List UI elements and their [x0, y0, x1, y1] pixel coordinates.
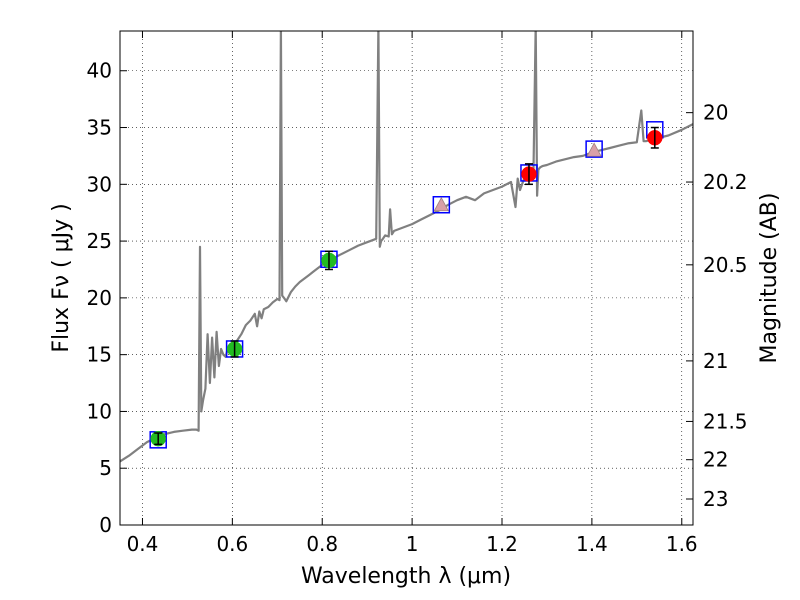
y2-tick-label: 22: [703, 448, 728, 472]
y-axis-label: Flux Fν ( μJy ): [49, 203, 74, 352]
plot-frame: [119, 30, 694, 526]
x-tick-label: 1.2: [486, 532, 518, 556]
y2-tick-label: 20.5: [703, 253, 748, 277]
y-tick-label: 30: [87, 172, 112, 196]
y-tick-label: 5: [99, 456, 112, 480]
upper-limit-triangle: [586, 142, 602, 157]
x-tick-label: 1: [406, 532, 419, 556]
x-tick-label: 0.4: [127, 532, 159, 556]
model-spectrum-line: [120, 31, 693, 463]
x-tick-label: 0.8: [306, 532, 338, 556]
y2-tick-label: 23: [703, 487, 728, 511]
plot-background: [120, 31, 693, 525]
points-layer: [149, 121, 664, 449]
y-tick-label: 40: [87, 59, 112, 83]
model-photometry-square: [585, 140, 603, 158]
y-tick-label: 10: [87, 399, 112, 423]
y-tick-label: 35: [87, 116, 112, 140]
x-axis-label: Wavelength λ (μm): [301, 564, 511, 589]
y2-tick-label: 20: [703, 101, 728, 125]
y2-axis-label: Magnitude (AB): [757, 193, 782, 364]
x-tick-label: 1.4: [576, 532, 608, 556]
y2-tick-label: 21.5: [703, 409, 748, 433]
upper-limit-triangle: [433, 196, 449, 212]
spectrum-layer: [120, 31, 693, 463]
x-tick-label: 1.6: [666, 532, 698, 556]
y2-tick-label: 20.2: [703, 170, 748, 194]
y-tick-label: 15: [87, 343, 112, 367]
y-tick-label: 0: [99, 513, 112, 537]
y-tick-label: 25: [87, 229, 112, 253]
model-photometry-square: [432, 196, 451, 214]
y-tick-label: 20: [87, 286, 112, 310]
x-tick-label: 0.6: [216, 532, 248, 556]
y2-tick-label: 21: [703, 349, 728, 373]
ticks: 0.4 0.6 0.8 1 1.2 1.4 1.6 0 5 10 15 20 25 30 35 40 20 20.…: [87, 31, 748, 556]
